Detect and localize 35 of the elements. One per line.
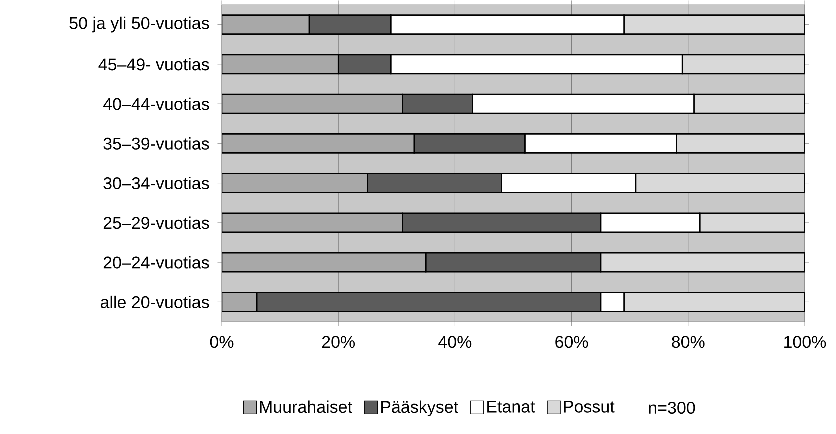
x-tick-label: 80% [672,336,705,348]
bar [222,212,404,234]
legend-label: Possut [564,400,615,413]
bar [694,94,805,114]
bar [222,173,368,194]
x-tick-label: 0% [210,336,234,348]
bar [676,134,805,154]
y-tick-label: 45–49- vuotias [98,58,210,71]
y-tick-label: 30–34-vuotias [104,177,210,190]
bar [682,54,805,75]
bar [222,94,404,114]
bar [222,252,427,273]
bar [624,292,805,312]
y-tick-label: 35–39-vuotias [104,137,210,150]
bar [222,14,310,35]
y-tick-label: 40–44-vuotias [103,98,210,110]
x-tick-label: 40% [438,336,472,348]
x-tick-label: 20% [322,336,355,348]
y-tick-label: alle 20-vuotias [100,296,210,308]
bar [600,252,805,273]
text: n=300 [649,402,696,414]
bar [222,134,416,154]
legend-label: Etanat [488,400,536,413]
bar [699,212,805,234]
y-tick-label: 20–24-vuotias [104,256,210,269]
bar [624,14,805,35]
y-tick-label: 25–29-vuotias [104,216,210,230]
legend-label: Muurahaiset [260,400,352,414]
legend-label: Pääskyset [382,400,458,417]
y-tick-label: 50 ja yli 50-vuotias [70,16,210,33]
bar [222,292,258,312]
bar [222,54,340,75]
x-tick-label: 60% [556,336,588,348]
x-tick-label: 100% [784,336,826,348]
bar [635,173,805,194]
